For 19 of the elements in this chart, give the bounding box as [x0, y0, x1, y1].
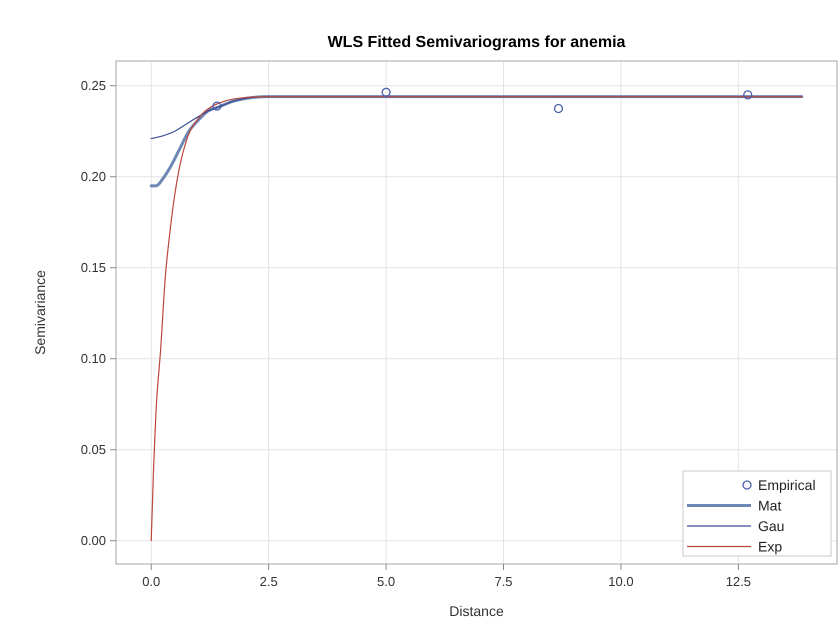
x-tick-label: 12.5 — [726, 574, 752, 589]
legend-label: Empirical — [758, 477, 816, 493]
x-axis-title: Distance — [449, 603, 504, 619]
y-axis-title: Semivariance — [32, 270, 48, 355]
x-tick-label: 2.5 — [260, 574, 278, 589]
x-tick-label: 5.0 — [377, 574, 396, 589]
y-tick-label: 0.00 — [80, 533, 106, 548]
legend-label: Gau — [758, 518, 784, 534]
x-tick-label: 10.0 — [608, 574, 634, 589]
y-tick-label: 0.20 — [80, 169, 106, 184]
y-tick-label: 0.15 — [80, 260, 106, 276]
y-tick-label: 0.10 — [80, 351, 106, 366]
x-tick-label: 7.5 — [494, 574, 513, 589]
y-tick-label: 0.25 — [80, 78, 106, 94]
legend-label: Mat — [758, 498, 782, 514]
chart-title: WLS Fitted Semivariograms for anemia — [328, 34, 626, 51]
y-tick-label: 0.05 — [80, 442, 106, 458]
legend-label: Exp — [758, 538, 782, 554]
x-tick-label: 0.0 — [142, 574, 160, 589]
